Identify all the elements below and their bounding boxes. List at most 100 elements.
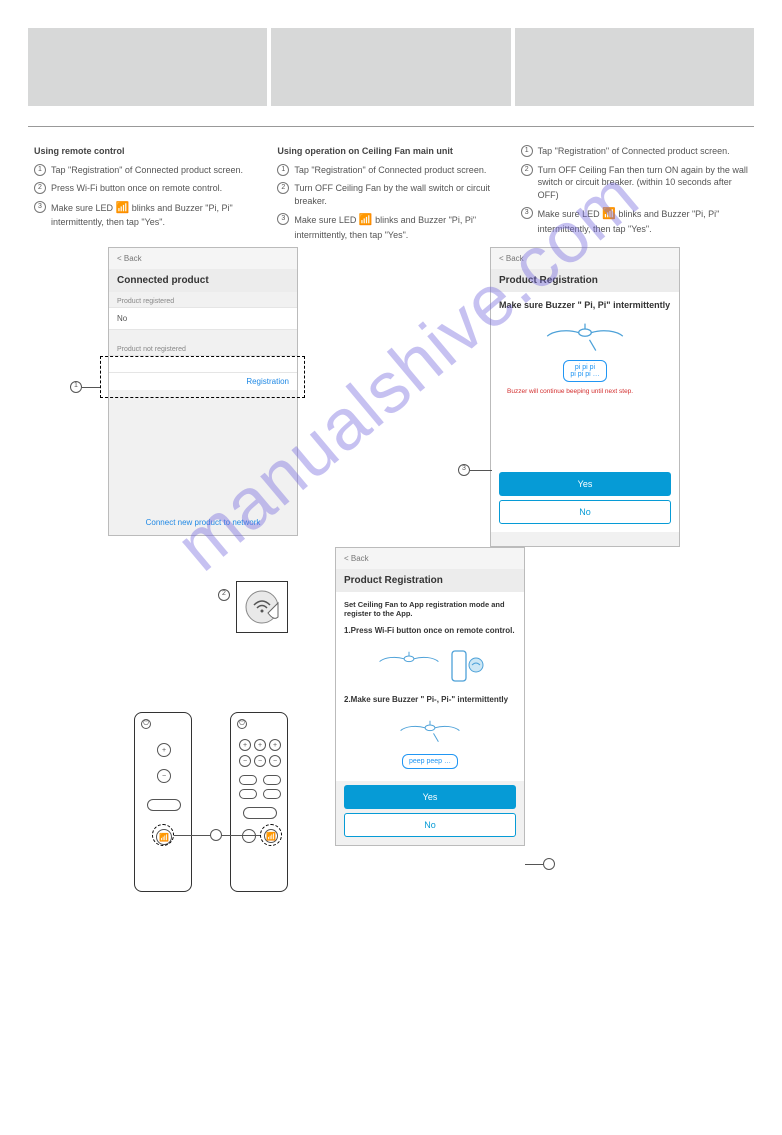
remote-simple: ⏻ + − 📶	[134, 712, 192, 892]
mode-button[interactable]	[239, 775, 257, 785]
yes-button[interactable]: Yes	[344, 785, 516, 809]
header-row	[0, 0, 782, 106]
fan-remote-illustration	[344, 641, 516, 689]
screen-title: Product Registration	[336, 569, 524, 592]
step-number: 1	[521, 145, 533, 157]
column-1: Using remote control 1 Tap "Registration…	[28, 137, 267, 247]
remote-complex: ⏻ + + + − − − 📶	[230, 712, 288, 892]
sound-bubble: peep peep …	[402, 754, 458, 769]
mode-button[interactable]	[239, 789, 257, 799]
step-number: 1	[34, 164, 46, 176]
callout-circle-3: 3	[458, 464, 470, 476]
step-number: 2	[521, 164, 533, 176]
header-cell	[28, 28, 267, 106]
connect-new-link[interactable]: Connect new product to network	[109, 510, 297, 535]
phone-registration-steps: < Back Product Registration Set Ceiling …	[335, 547, 525, 846]
mode-button[interactable]	[147, 799, 181, 811]
header-cell	[515, 28, 754, 106]
intro-text: Set Ceiling Fan to App registration mode…	[344, 600, 516, 618]
step-text-a: Make sure LED	[294, 215, 359, 225]
minus-button[interactable]: −	[269, 755, 281, 767]
step: 1 Tap "Registration" of Connected produc…	[277, 164, 504, 177]
step-number: 1	[277, 164, 289, 176]
warning-text: Buzzer will continue beeping until next …	[499, 386, 671, 397]
callout-circle-connect	[210, 829, 222, 841]
registered-value: No	[109, 307, 297, 330]
instruction-columns: Using remote control 1 Tap "Registration…	[0, 127, 782, 247]
callout-line	[525, 864, 543, 865]
callout-number: 2	[219, 590, 229, 597]
header-cell	[271, 28, 510, 106]
yes-button[interactable]: Yes	[499, 472, 671, 496]
step: 2 Turn OFF Ceiling Fan then turn ON agai…	[521, 164, 748, 202]
col1-heading: Using remote control	[34, 145, 261, 158]
power-button[interactable]: ⏻	[141, 719, 151, 729]
illustrations-area: < Back Connected product Product registe…	[0, 247, 782, 967]
no-button[interactable]: No	[499, 500, 671, 524]
highlight-box	[100, 356, 305, 398]
plus-button[interactable]: +	[254, 739, 266, 751]
step-text-a: Make sure LED	[538, 209, 603, 219]
step1-text: 1.Press Wi-Fi button once on remote cont…	[344, 626, 516, 635]
minus-button[interactable]: −	[239, 755, 251, 767]
step-text: Tap "Registration" of Connected product …	[51, 164, 261, 177]
callout-circle-2: 2	[218, 589, 230, 601]
fan-illustration: peep peep …	[344, 710, 516, 773]
step: 1 Tap "Registration" of Connected produc…	[521, 145, 748, 158]
mode-button[interactable]	[263, 789, 281, 799]
callout-line	[82, 387, 100, 388]
step: 3 Make sure LED 📶 blinks and Buzzer "Pi,…	[521, 207, 748, 235]
fan-illustration: pi pi pi pi pi pi …	[499, 316, 671, 386]
back-button[interactable]: < Back	[109, 248, 297, 269]
power-button[interactable]: ⏻	[237, 719, 247, 729]
wifi-icon: 📶	[359, 213, 373, 228]
step: 3 Make sure LED 📶 blinks and Buzzer "Pi,…	[34, 201, 261, 229]
step: 3 Make sure LED 📶 blinks and Buzzer "Pi,…	[277, 213, 504, 241]
callout-circle-yes	[543, 858, 555, 870]
column-2: Using operation on Ceiling Fan main unit…	[271, 137, 510, 247]
wifi-icon: 📶	[602, 207, 616, 222]
step: 1 Tap "Registration" of Connected produc…	[34, 164, 261, 177]
mode-button[interactable]	[243, 807, 277, 819]
confirm-message: Make sure Buzzer " Pi, Pi" intermittentl…	[499, 300, 671, 310]
sound-bubble: pi pi pi pi pi pi …	[563, 360, 606, 382]
phone-registration-confirm: < Back Product Registration Make sure Bu…	[490, 247, 680, 547]
screen-title: Connected product	[109, 269, 297, 292]
no-button[interactable]: No	[344, 813, 516, 837]
screen-title: Product Registration	[491, 269, 679, 292]
column-3: 1 Tap "Registration" of Connected produc…	[515, 137, 754, 247]
step-text-a: Make sure LED	[51, 203, 116, 213]
step-text: Turn OFF Ceiling Fan by the wall switch …	[294, 182, 504, 207]
step-text: Make sure LED 📶 blinks and Buzzer "Pi, P…	[51, 201, 261, 229]
step-number: 3	[277, 213, 289, 225]
section-label: Product not registered	[109, 340, 297, 355]
minus-button[interactable]: −	[254, 755, 266, 767]
step-text: Tap "Registration" of Connected product …	[294, 164, 504, 177]
wifi-button-press-inset	[236, 581, 288, 633]
wifi-icon: 📶	[116, 201, 130, 216]
callout-line	[470, 470, 492, 471]
step2-text: 2.Make sure Buzzer " Pi-, Pi-" intermitt…	[344, 695, 516, 704]
callout-number: 3	[459, 465, 469, 472]
step-number: 3	[34, 201, 46, 213]
section-label: Product registered	[109, 292, 297, 307]
step: 2 Turn OFF Ceiling Fan by the wall switc…	[277, 182, 504, 207]
plus-button[interactable]: +	[269, 739, 281, 751]
step-number: 2	[34, 182, 46, 194]
back-button[interactable]: < Back	[336, 548, 524, 569]
step-number: 2	[277, 182, 289, 194]
plus-button[interactable]: +	[239, 739, 251, 751]
step-text: Tap "Registration" of Connected product …	[538, 145, 748, 158]
circle-button[interactable]	[242, 829, 256, 843]
callout-circle-1: 1	[70, 381, 82, 393]
step-text: Press Wi-Fi button once on remote contro…	[51, 182, 261, 195]
mode-button[interactable]	[263, 775, 281, 785]
step: 2 Press Wi-Fi button once on remote cont…	[34, 182, 261, 195]
minus-button[interactable]: −	[157, 769, 171, 783]
callout-number: 1	[71, 382, 81, 389]
step-text: Make sure LED 📶 blinks and Buzzer "Pi, P…	[294, 213, 504, 241]
back-button[interactable]: < Back	[491, 248, 679, 269]
plus-button[interactable]: +	[157, 743, 171, 757]
step-text: Make sure LED 📶 blinks and Buzzer "Pi, P…	[538, 207, 748, 235]
step-number: 3	[521, 207, 533, 219]
